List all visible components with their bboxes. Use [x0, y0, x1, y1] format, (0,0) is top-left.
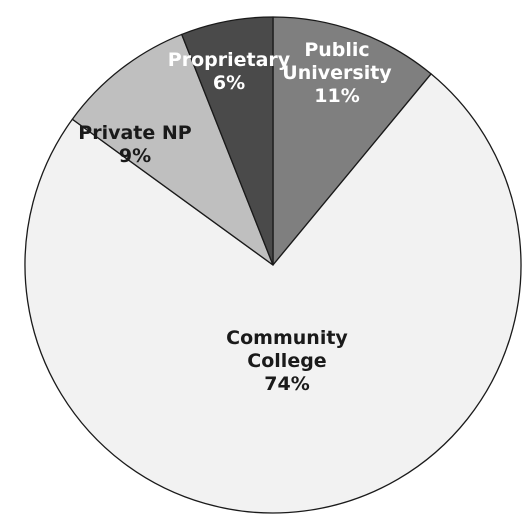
slice-value-label: 74% [264, 373, 309, 395]
pie-slice-proprietary [181, 16, 274, 266]
slice-name-label: Private NP [78, 122, 191, 144]
slice-name-label: College [247, 350, 326, 372]
slice-value-label: 9% [119, 145, 151, 167]
pie-slice-public-university [272, 16, 432, 266]
slice-label-private-np: Private NP9% [78, 122, 191, 167]
slice-name-label: Public [304, 39, 369, 61]
slice-value-label: 11% [314, 85, 359, 107]
pie-slices [24, 16, 522, 514]
pie-slice-private-np [71, 33, 274, 266]
slice-value-label: 6% [213, 72, 245, 94]
slice-name-label: Community [226, 327, 348, 349]
slice-name-label: University [282, 62, 392, 84]
slice-name-label: Proprietary [168, 49, 291, 71]
pie-slice-community-college [24, 73, 522, 514]
